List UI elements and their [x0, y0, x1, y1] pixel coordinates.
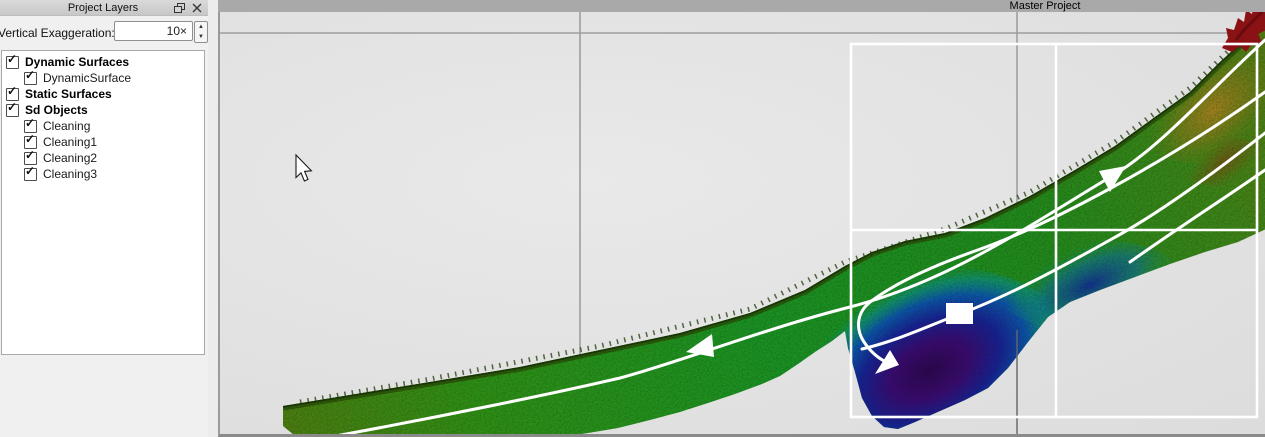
layer-tree: ✓ Dynamic Surfaces ✓ DynamicSurface ✓ Static … [1, 50, 205, 355]
checkmark-icon: ✓ [25, 67, 36, 82]
layer-checkbox[interactable]: ✓ [24, 67, 37, 85]
layer-row[interactable]: ✓ DynamicSurface [2, 67, 204, 86]
layer-row[interactable]: ✓ Sd Objects [2, 99, 204, 118]
layer-row[interactable]: ✓ Dynamic Surfaces [2, 51, 204, 70]
layer-row[interactable]: ✓ Cleaning2 [2, 147, 204, 166]
sonar-noise-texture [283, 22, 1265, 434]
survey-line-lower [1128, 168, 1265, 264]
layer-row[interactable]: ✓ Cleaning3 [2, 163, 204, 182]
layer-row[interactable]: ✓ Cleaning1 [2, 131, 204, 150]
checkmark-icon: ✓ [7, 51, 18, 66]
close-icon[interactable] [190, 2, 204, 14]
selection-grid-overlay [849, 42, 1259, 419]
layer-row[interactable]: ✓ Static Surfaces [2, 83, 204, 102]
project-layers-panel: Project Layers Vertical Exaggeration: ▲ … [0, 0, 208, 437]
mouse-cursor [295, 153, 313, 182]
float-window-icon[interactable] [172, 2, 186, 14]
main-view-title: Master Project [1009, 0, 1081, 12]
spin-up-icon[interactable]: ▲ [198, 24, 204, 30]
layer-checkbox[interactable]: ✓ [24, 115, 37, 133]
panel-titlebar[interactable]: Project Layers [0, 0, 208, 16]
layer-label: DynamicSurface [43, 71, 132, 85]
layer-label: Static Surfaces [25, 87, 112, 101]
direction-arrow-southwest [875, 350, 899, 374]
checkmark-icon: ✓ [7, 99, 18, 114]
vertical-exaggeration-input[interactable] [114, 21, 193, 41]
spin-down-icon[interactable]: ▼ [198, 34, 204, 40]
layer-checkbox[interactable]: ✓ [24, 147, 37, 165]
survey-line-return [860, 131, 1265, 351]
layer-checkbox[interactable]: ✓ [6, 51, 19, 69]
scene-canvas[interactable] [218, 12, 1265, 437]
terrain-edge-speckle [299, 36, 1244, 405]
layer-label: Cleaning [43, 119, 91, 133]
panel-title: Project Layers [67, 1, 139, 14]
layer-checkbox[interactable]: ✓ [24, 163, 37, 181]
terrain-surface [283, 12, 1265, 434]
bathymetry-scene [220, 12, 1265, 434]
layer-checkbox[interactable]: ✓ [6, 83, 19, 101]
layer-checkbox[interactable]: ✓ [24, 131, 37, 149]
direction-arrows [686, 166, 1126, 374]
layer-checkbox[interactable]: ✓ [6, 99, 19, 117]
direction-arrow-west [686, 334, 714, 357]
layer-label: Cleaning2 [43, 151, 98, 165]
survey-line-hairpin [857, 90, 1265, 364]
layer-row[interactable]: ✓ Cleaning [2, 115, 204, 134]
checkmark-icon: ✓ [25, 131, 36, 146]
layer-label: Sd Objects [25, 103, 88, 117]
vertical-exaggeration-stepper: ▲ ▼ [194, 21, 208, 43]
vertical-exaggeration-label: Vertical Exaggeration: [0, 26, 115, 40]
master-project-view: Master Project [218, 0, 1265, 437]
layer-label: Cleaning1 [43, 135, 98, 149]
checkmark-icon: ✓ [25, 147, 36, 162]
white-square-marker[interactable] [946, 303, 973, 324]
checkmark-icon: ✓ [25, 115, 36, 130]
layer-label: Dynamic Surfaces [25, 55, 130, 69]
checkmark-icon: ✓ [25, 163, 36, 178]
direction-arrow-northeast [1099, 166, 1126, 192]
layer-label: Cleaning3 [43, 167, 98, 181]
checkmark-icon: ✓ [7, 83, 18, 98]
